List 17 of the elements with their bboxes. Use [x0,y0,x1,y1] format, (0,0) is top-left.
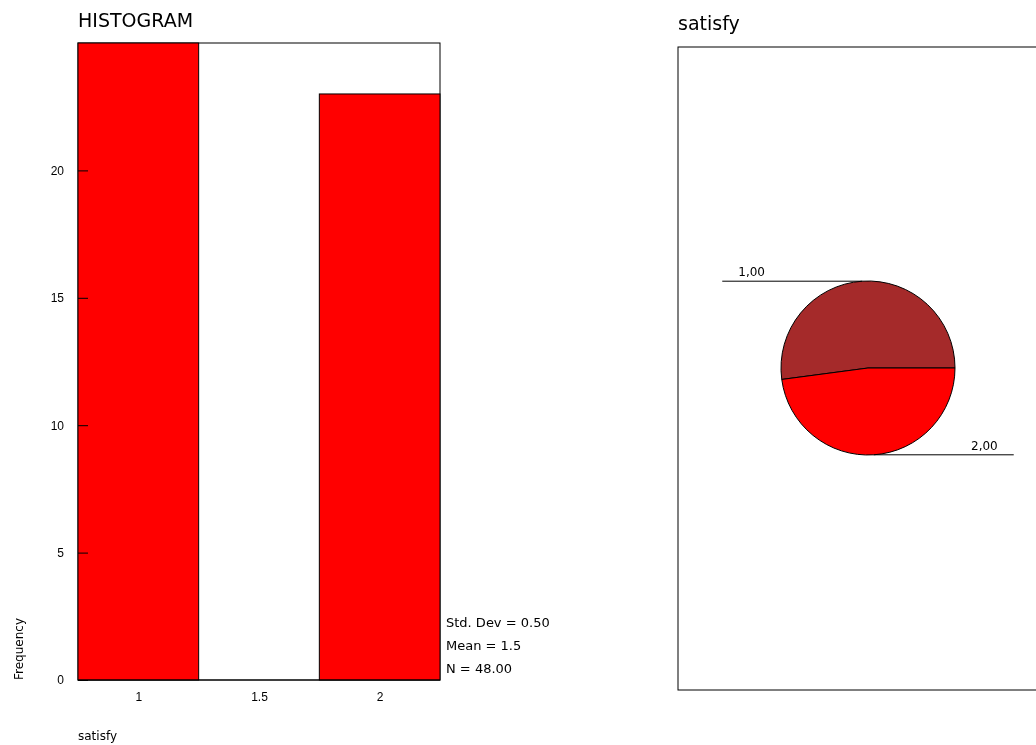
chart-title: HISTOGRAM [78,9,194,31]
y-tick-label: 20 [50,163,65,178]
y-axis-title: Frequency [12,618,26,680]
slice-label: 1,00 [738,265,765,280]
y-tick-label: 5 [57,545,65,560]
y-tick-label: 0 [57,673,65,688]
text: Std. Dev = 0.50 [446,615,550,630]
x-axis-title: satisfy [78,729,118,743]
x-tick-label: 2 [376,689,384,704]
text: Mean = 1.5 [446,638,522,653]
x-tick-label: 1 [135,689,143,704]
x-tick-label: 1.5 [251,689,269,704]
chart-title: satisfy [678,12,740,34]
slice-label: 2,00 [971,438,998,453]
y-tick-label: 10 [50,418,65,433]
y-tick-label: 15 [50,291,65,306]
text: N = 48.00 [446,661,513,676]
